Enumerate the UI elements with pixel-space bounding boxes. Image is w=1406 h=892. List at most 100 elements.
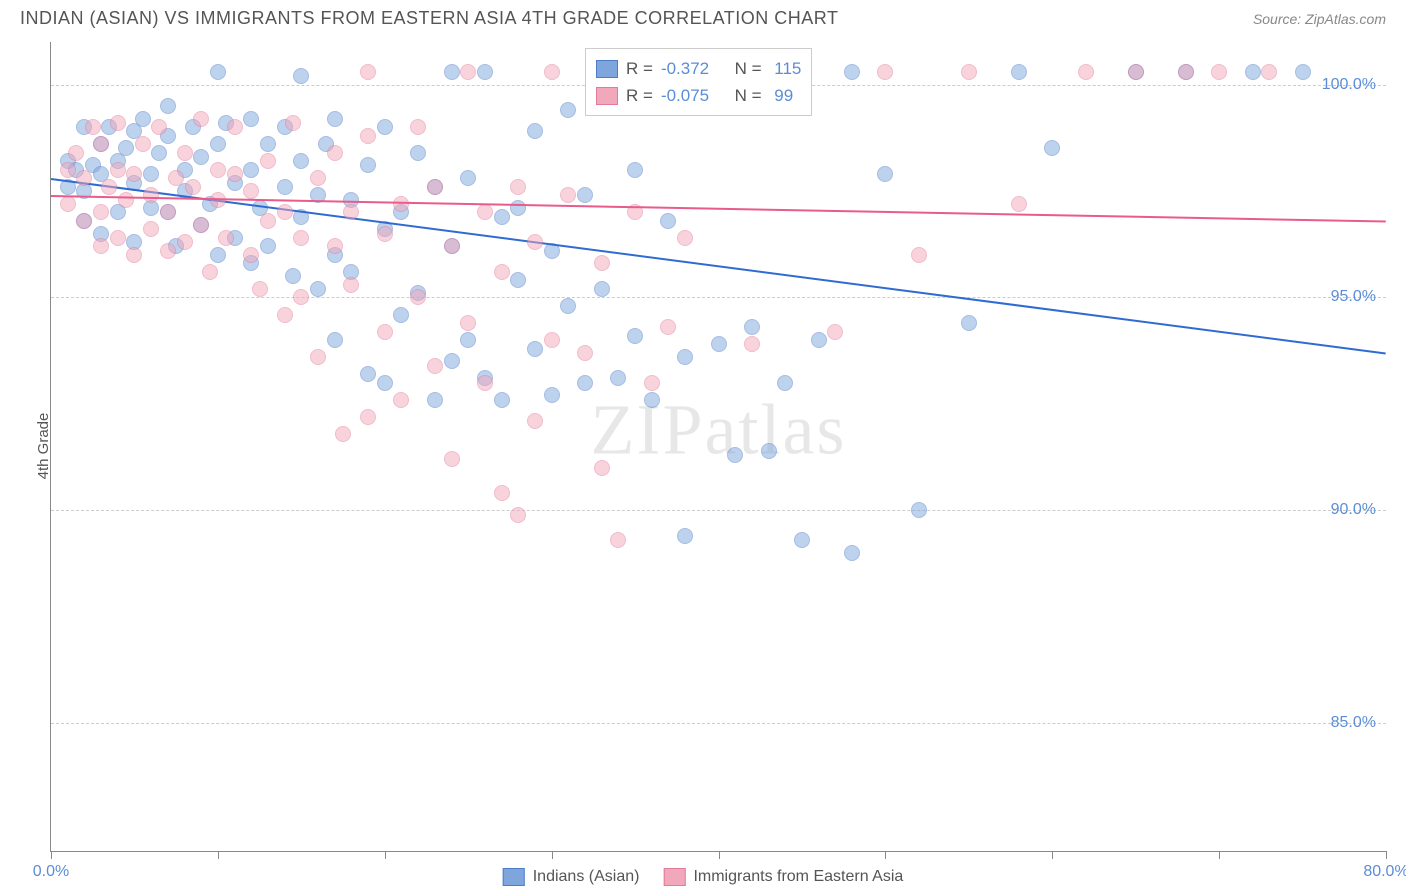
x-tick xyxy=(1219,851,1220,859)
data-point xyxy=(85,119,101,135)
x-tick xyxy=(385,851,386,859)
data-point xyxy=(151,145,167,161)
y-tick-label: 95.0% xyxy=(1331,288,1376,306)
swatch-icon xyxy=(663,868,685,886)
data-point xyxy=(76,170,92,186)
data-point xyxy=(477,204,493,220)
data-point xyxy=(544,332,560,348)
data-point xyxy=(660,319,676,335)
data-point xyxy=(644,375,660,391)
data-point xyxy=(110,115,126,131)
data-point xyxy=(168,170,184,186)
data-point xyxy=(260,213,276,229)
data-point xyxy=(343,204,359,220)
data-point xyxy=(1011,196,1027,212)
data-point xyxy=(327,238,343,254)
data-point xyxy=(494,485,510,501)
data-point xyxy=(93,136,109,152)
data-point xyxy=(644,392,660,408)
data-point xyxy=(218,230,234,246)
data-point xyxy=(510,200,526,216)
data-point xyxy=(610,532,626,548)
data-point xyxy=(761,443,777,459)
data-point xyxy=(544,387,560,403)
data-point xyxy=(677,230,693,246)
y-tick-label: 100.0% xyxy=(1322,76,1376,94)
data-point xyxy=(911,247,927,263)
data-point xyxy=(110,230,126,246)
legend-item-immigrants: Immigrants from Eastern Asia xyxy=(663,868,903,886)
data-point xyxy=(293,153,309,169)
x-tick xyxy=(1386,851,1387,859)
data-point xyxy=(60,196,76,212)
swatch-icon xyxy=(503,868,525,886)
data-point xyxy=(210,247,226,263)
data-point xyxy=(210,64,226,80)
data-point xyxy=(727,447,743,463)
data-point xyxy=(594,281,610,297)
data-point xyxy=(118,140,134,156)
data-point xyxy=(243,247,259,263)
data-point xyxy=(202,264,218,280)
data-point xyxy=(360,64,376,80)
data-point xyxy=(844,64,860,80)
data-point xyxy=(677,528,693,544)
data-point xyxy=(377,324,393,340)
data-point xyxy=(177,234,193,250)
data-point xyxy=(510,507,526,523)
x-tick xyxy=(719,851,720,859)
r-label: R = xyxy=(626,82,653,109)
y-tick-label: 90.0% xyxy=(1331,501,1376,519)
data-point xyxy=(877,64,893,80)
x-tick xyxy=(1052,851,1053,859)
data-point xyxy=(68,145,84,161)
gridline xyxy=(51,723,1386,724)
chart-header: INDIAN (ASIAN) VS IMMIGRANTS FROM EASTER… xyxy=(0,0,1406,35)
data-point xyxy=(811,332,827,348)
data-point xyxy=(627,162,643,178)
data-point xyxy=(1011,64,1027,80)
data-point xyxy=(143,221,159,237)
data-point xyxy=(1261,64,1277,80)
data-point xyxy=(527,413,543,429)
data-point xyxy=(93,204,109,220)
data-point xyxy=(393,307,409,323)
x-tick xyxy=(885,851,886,859)
data-point xyxy=(110,162,126,178)
data-point xyxy=(310,170,326,186)
data-point xyxy=(877,166,893,182)
data-point xyxy=(293,68,309,84)
data-point xyxy=(243,183,259,199)
data-point xyxy=(60,162,76,178)
r-value: -0.075 xyxy=(661,82,709,109)
data-point xyxy=(143,187,159,203)
data-point xyxy=(494,392,510,408)
x-tick xyxy=(218,851,219,859)
data-point xyxy=(460,332,476,348)
data-point xyxy=(494,209,510,225)
data-point xyxy=(293,289,309,305)
r-label: R = xyxy=(626,55,653,82)
data-point xyxy=(1128,64,1144,80)
data-point xyxy=(360,157,376,173)
data-point xyxy=(135,111,151,127)
data-point xyxy=(126,247,142,263)
n-label: N = xyxy=(735,55,762,82)
data-point xyxy=(1295,64,1311,80)
data-point xyxy=(193,111,209,127)
data-point xyxy=(444,64,460,80)
data-point xyxy=(327,145,343,161)
legend-label: Indians (Asian) xyxy=(533,868,640,886)
data-point xyxy=(444,353,460,369)
n-value: 115 xyxy=(770,55,802,82)
data-point xyxy=(844,545,860,561)
data-point xyxy=(151,119,167,135)
data-point xyxy=(210,162,226,178)
data-point xyxy=(477,375,493,391)
data-point xyxy=(101,179,117,195)
data-point xyxy=(126,166,142,182)
data-point xyxy=(594,255,610,271)
stats-row: R =-0.075 N = 99 xyxy=(596,82,801,109)
data-point xyxy=(243,162,259,178)
data-point xyxy=(594,460,610,476)
